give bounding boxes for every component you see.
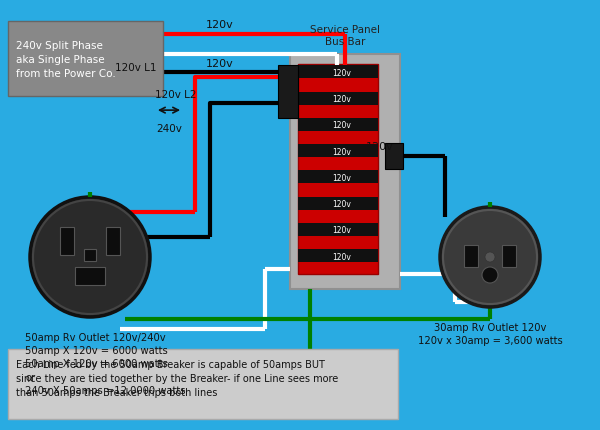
Bar bbox=[298, 171, 378, 184]
Text: 120v: 120v bbox=[206, 59, 234, 69]
Bar bbox=[298, 66, 378, 79]
Bar bbox=[298, 119, 378, 132]
Circle shape bbox=[482, 267, 498, 283]
Text: 120v: 120v bbox=[366, 141, 394, 151]
Circle shape bbox=[440, 208, 540, 307]
Bar bbox=[84, 249, 96, 261]
Bar bbox=[298, 92, 378, 105]
Text: 240v: 240v bbox=[156, 124, 182, 134]
Text: 120v L2: 120v L2 bbox=[155, 90, 197, 100]
Bar bbox=[502, 246, 516, 267]
Bar bbox=[60, 227, 74, 255]
Text: 120v L1: 120v L1 bbox=[115, 63, 157, 73]
Bar bbox=[290, 55, 400, 289]
Bar bbox=[298, 249, 378, 263]
Bar bbox=[385, 144, 403, 169]
Bar bbox=[464, 246, 478, 267]
Text: 30amp Rv Outlet 120v
120v x 30amp = 3,600 watts: 30amp Rv Outlet 120v 120v x 30amp = 3,60… bbox=[418, 322, 562, 345]
Bar bbox=[298, 197, 378, 210]
Circle shape bbox=[485, 252, 495, 262]
Text: Each Line fed by the 50amp Breaker is capable of 50amps BUT
since they are tied : Each Line fed by the 50amp Breaker is ca… bbox=[16, 359, 338, 397]
Text: 120v: 120v bbox=[332, 173, 352, 182]
Circle shape bbox=[30, 197, 150, 317]
Bar bbox=[8, 22, 163, 97]
Text: 120v: 120v bbox=[332, 121, 352, 130]
Text: Service Panel
Bus Bar: Service Panel Bus Bar bbox=[310, 25, 380, 47]
Bar bbox=[8, 349, 398, 419]
Text: 240v Split Phase
aka Single Phase
from the Power Co.: 240v Split Phase aka Single Phase from t… bbox=[16, 41, 116, 79]
Text: 120v: 120v bbox=[206, 20, 234, 30]
Text: 120v: 120v bbox=[332, 226, 352, 235]
Bar bbox=[75, 267, 105, 286]
Bar bbox=[278, 66, 298, 119]
Text: 120v: 120v bbox=[332, 95, 352, 104]
Text: 120v: 120v bbox=[332, 200, 352, 209]
Text: 120v: 120v bbox=[332, 69, 352, 78]
Bar bbox=[106, 227, 120, 255]
Bar bbox=[298, 223, 378, 237]
Text: 50amp Rv Outlet 120v/240v
50amp X 120v = 6000 watts
50amp X 120v = 6000 watts
or: 50amp Rv Outlet 120v/240v 50amp X 120v =… bbox=[25, 332, 185, 395]
Bar bbox=[298, 65, 378, 274]
Text: 120v: 120v bbox=[332, 147, 352, 156]
Text: 120v: 120v bbox=[332, 252, 352, 261]
Bar bbox=[298, 145, 378, 158]
